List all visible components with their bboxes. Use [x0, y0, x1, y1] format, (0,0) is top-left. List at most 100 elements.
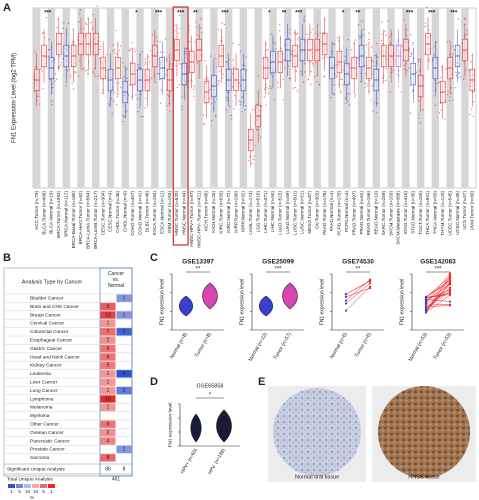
- pair-line: [425, 281, 451, 298]
- point: [424, 310, 428, 313]
- jitter-point: [201, 32, 203, 34]
- jitter-point: [280, 47, 282, 49]
- up-cell: [100, 361, 116, 370]
- up-cell: [100, 344, 116, 353]
- jitter-point: [296, 33, 298, 35]
- jitter-point: [443, 118, 446, 120]
- x-tick-label: THCA.Tumor (n=501): [425, 191, 430, 236]
- jitter-point: [267, 48, 269, 51]
- legend-label: 10: [33, 489, 39, 494]
- pair-line: [425, 294, 451, 313]
- jitter-point: [375, 111, 377, 114]
- up-cell: [100, 353, 116, 361]
- jitter-point: [267, 92, 270, 95]
- jitter-point: [140, 93, 142, 96]
- column-frame: [99, 267, 133, 477]
- jitter-point: [193, 88, 195, 91]
- jitter-point: [78, 20, 81, 23]
- jitter-point: [145, 97, 147, 100]
- up-cell: [100, 311, 116, 319]
- violin: [282, 282, 298, 310]
- jitter-point: [368, 32, 370, 34]
- row-label: Ovarian Cancer: [30, 430, 64, 436]
- jitter-point: [457, 77, 460, 79]
- jitter-point: [232, 86, 234, 88]
- cell-value: 2: [107, 430, 110, 436]
- jitter-point: [410, 53, 413, 56]
- jitter-point: [216, 98, 218, 101]
- jitter-point: [372, 110, 374, 112]
- jitter-point: [79, 60, 81, 62]
- jitter-point: [347, 38, 349, 41]
- jitter-point: [265, 87, 268, 89]
- band-shade: [92, 8, 100, 188]
- jitter-point: [466, 29, 468, 32]
- jitter-point: [371, 84, 373, 87]
- row-label: Myeloma: [30, 413, 50, 419]
- y-axis-label: FN1 expression level: [399, 279, 405, 326]
- jitter-point: [141, 51, 143, 53]
- x-tick-label: LIHC.Tumor (n=371): [263, 191, 268, 234]
- jitter-point: [90, 22, 92, 24]
- cell-value: 1: [107, 405, 110, 411]
- y-axis-label: FN1 expression level: [239, 279, 245, 326]
- jitter-point: [256, 103, 258, 105]
- legend-label: 5: [42, 489, 45, 494]
- plot-title: GSE25099: [262, 259, 294, 266]
- jitter-point: [273, 98, 276, 101]
- jitter-point: [40, 68, 42, 70]
- down-cell: [116, 386, 132, 395]
- jitter-point: [446, 41, 449, 43]
- jitter-point: [169, 110, 171, 113]
- jitter-point: [181, 105, 183, 108]
- jitter-point: [393, 69, 395, 72]
- jitter-point: [410, 52, 413, 55]
- point: [448, 274, 452, 277]
- jitter-point: [291, 50, 293, 52]
- x-tick-label: KICH.Normal (n=25): [211, 191, 216, 233]
- jitter-point: [388, 36, 391, 38]
- x-tick-label: BRCA-LumA.Tumor (n=564): [86, 191, 91, 249]
- jitter-point: [226, 99, 229, 102]
- plot-title: GSE74530: [342, 259, 374, 266]
- band-shade: [195, 8, 203, 188]
- jitter-point: [142, 115, 144, 118]
- point: [448, 280, 452, 283]
- jitter-point: [217, 83, 220, 85]
- cell-value: 5: [107, 363, 110, 369]
- x-tick-label: LUSC.Tumor (n=501): [292, 191, 297, 235]
- jitter-point: [349, 92, 351, 95]
- jitter-point: [376, 42, 378, 45]
- jitter-point: [137, 63, 139, 66]
- band-shade: [402, 8, 410, 188]
- jitter-point: [33, 91, 36, 93]
- jitter-point: [137, 67, 140, 69]
- jitter-point: [69, 74, 72, 76]
- jitter-point: [114, 49, 116, 51]
- band-shade: [77, 8, 85, 188]
- x-tick-label: LGG.Tumor (n=516): [255, 191, 260, 233]
- x-tick-label: PCPG.Tumor (n=179): [337, 191, 342, 236]
- significance: *: [135, 11, 138, 17]
- jitter-point: [270, 87, 272, 90]
- cell-value: 16: [105, 396, 111, 402]
- jitter-point: [47, 49, 49, 51]
- jitter-point: [225, 61, 227, 63]
- jitter-point: [365, 82, 367, 85]
- jitter-point: [384, 79, 387, 82]
- band-shade: [431, 8, 440, 188]
- jitter-point: [93, 73, 96, 75]
- jitter-point: [65, 28, 68, 30]
- jitter-point: [310, 83, 312, 86]
- jitter-point: [336, 75, 338, 78]
- jitter-point: [39, 103, 41, 105]
- jitter-point: [233, 66, 235, 69]
- x-tick-label: UVM.Tumor (n=80): [470, 191, 475, 231]
- jitter-point: [347, 93, 349, 95]
- jitter-point: [117, 82, 120, 84]
- legend-label: 10: [25, 489, 31, 494]
- jitter-point: [455, 71, 457, 74]
- jitter-point: [389, 91, 391, 93]
- jitter-point: [221, 22, 223, 24]
- jitter-point: [269, 66, 271, 69]
